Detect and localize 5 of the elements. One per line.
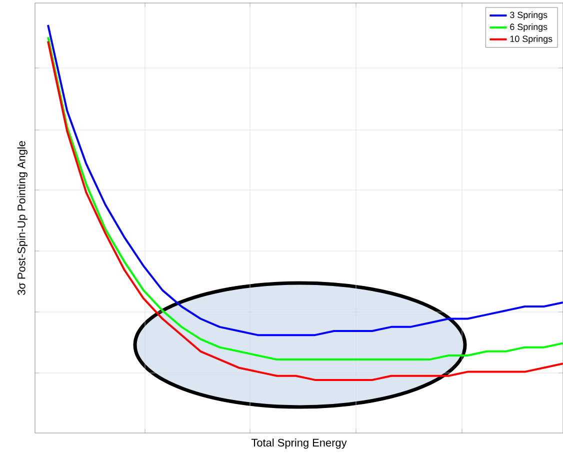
x-axis-title: Total Spring Energy [251,438,347,449]
legend-label: 10 Springs [510,35,552,44]
legend-label: 3 Springs [510,11,548,20]
y-axis-title: 3σ Post-Spin-Up Pointing Angle [17,141,28,295]
legend-label: 6 Springs [510,23,548,32]
